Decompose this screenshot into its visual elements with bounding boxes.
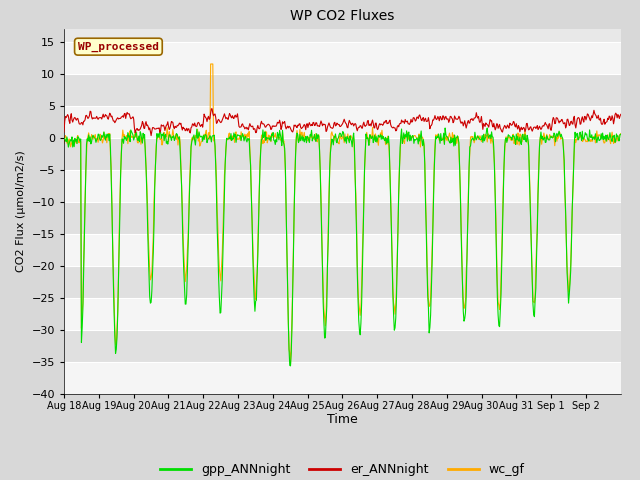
Bar — [64, 265, 621, 298]
Bar — [64, 202, 621, 234]
Bar — [64, 169, 621, 202]
Bar — [64, 361, 621, 394]
Bar — [64, 234, 621, 265]
Bar — [64, 298, 621, 330]
Title: WP CO2 Fluxes: WP CO2 Fluxes — [290, 10, 395, 24]
Y-axis label: CO2 Flux (μmol/m2/s): CO2 Flux (μmol/m2/s) — [16, 150, 26, 272]
Text: WP_processed: WP_processed — [78, 42, 159, 52]
Bar — [64, 106, 621, 138]
Bar — [64, 330, 621, 361]
X-axis label: Time: Time — [327, 413, 358, 426]
Legend: gpp_ANNnight, er_ANNnight, wc_gf: gpp_ANNnight, er_ANNnight, wc_gf — [155, 458, 530, 480]
Bar — [64, 138, 621, 169]
Bar — [64, 42, 621, 73]
Bar — [64, 73, 621, 106]
